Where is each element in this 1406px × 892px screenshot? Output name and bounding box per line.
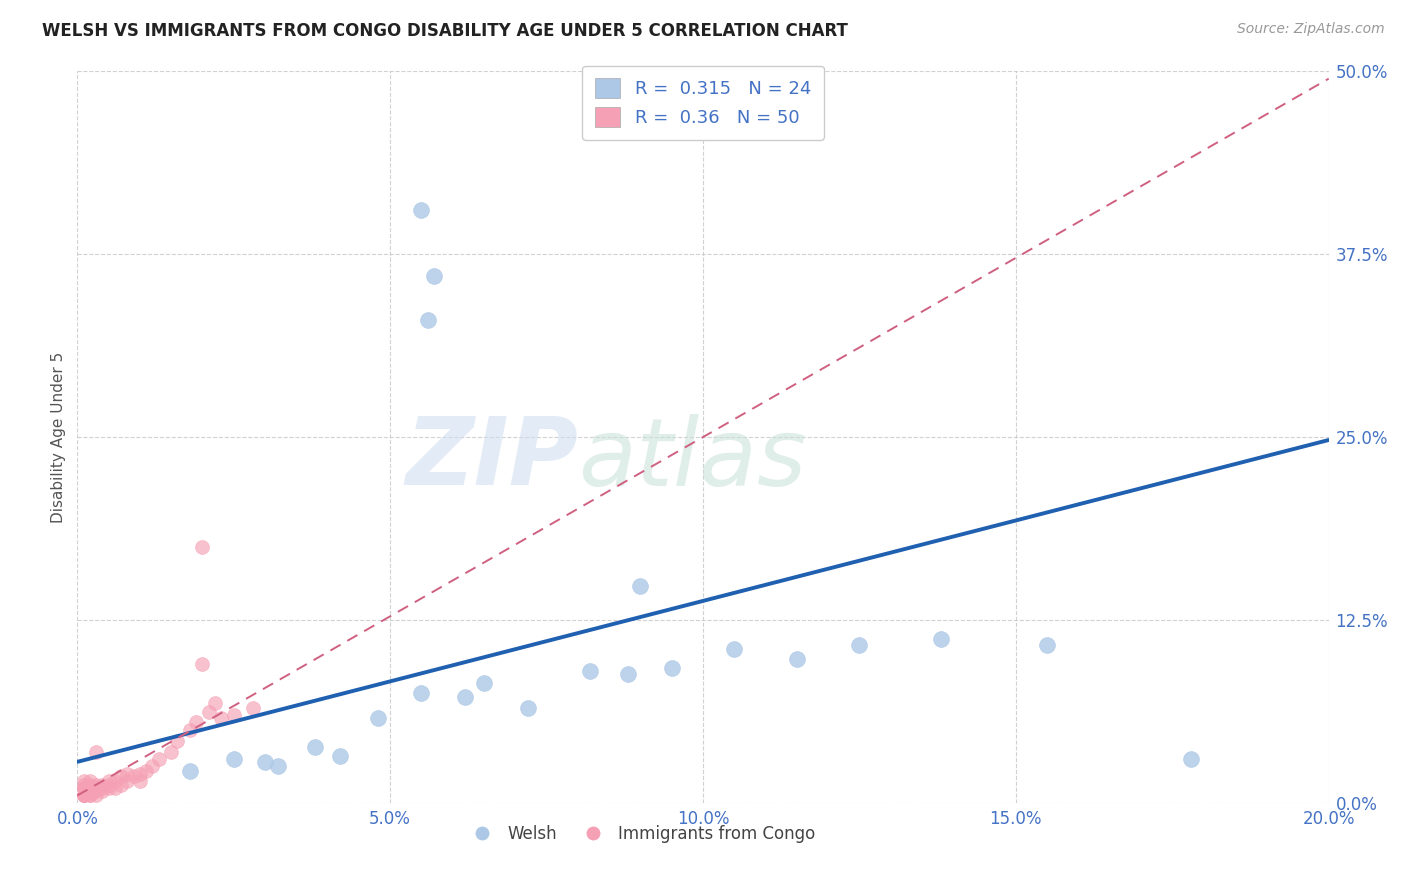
Point — [148, 752, 170, 766]
Point — [472, 676, 495, 690]
Point — [72, 789, 94, 803]
Point — [209, 711, 232, 725]
Point — [579, 664, 602, 678]
Point — [79, 789, 101, 803]
Text: atlas: atlas — [578, 414, 806, 505]
Point — [423, 269, 446, 284]
Point — [367, 711, 389, 725]
Point — [117, 773, 139, 788]
Point — [79, 773, 101, 788]
Point — [122, 769, 145, 783]
Point — [84, 789, 107, 803]
Point — [848, 638, 870, 652]
Point — [110, 778, 132, 792]
Point — [630, 579, 652, 593]
Point — [304, 740, 326, 755]
Point — [135, 764, 157, 778]
Point — [104, 781, 127, 796]
Point — [129, 766, 152, 780]
Point — [72, 781, 94, 796]
Point — [72, 778, 94, 792]
Point — [411, 686, 433, 700]
Point — [197, 705, 219, 719]
Point — [79, 781, 101, 796]
Y-axis label: Disability Age Under 5: Disability Age Under 5 — [51, 351, 66, 523]
Point — [253, 755, 276, 769]
Point — [179, 723, 201, 737]
Point — [516, 700, 538, 714]
Point — [79, 789, 101, 803]
Point — [84, 781, 107, 796]
Point — [723, 642, 745, 657]
Point — [191, 657, 214, 671]
Point — [72, 781, 94, 796]
Point — [84, 778, 107, 792]
Point — [222, 708, 245, 723]
Point — [617, 667, 640, 681]
Legend: Welsh, Immigrants from Congo: Welsh, Immigrants from Congo — [458, 818, 823, 849]
Text: Source: ZipAtlas.com: Source: ZipAtlas.com — [1237, 22, 1385, 37]
Point — [84, 784, 107, 798]
Point — [786, 652, 808, 666]
Point — [72, 773, 94, 788]
Point — [117, 766, 139, 780]
Text: ZIP: ZIP — [405, 413, 578, 505]
Point — [1036, 638, 1059, 652]
Point — [110, 769, 132, 783]
Point — [79, 778, 101, 792]
Point — [266, 759, 288, 773]
Point — [329, 749, 352, 764]
Point — [97, 781, 120, 796]
Point — [416, 313, 439, 327]
Point — [104, 773, 127, 788]
Point — [79, 784, 101, 798]
Point — [222, 752, 245, 766]
Point — [411, 203, 433, 218]
Point — [141, 759, 163, 773]
Point — [929, 632, 952, 646]
Point — [454, 690, 477, 705]
Point — [72, 789, 94, 803]
Point — [97, 773, 120, 788]
Point — [242, 700, 264, 714]
Point — [72, 789, 94, 803]
Point — [129, 773, 152, 788]
Point — [97, 778, 120, 792]
Point — [72, 789, 94, 803]
Point — [1180, 752, 1202, 766]
Point — [191, 540, 214, 554]
Point — [179, 764, 201, 778]
Point — [84, 745, 107, 759]
Point — [72, 781, 94, 796]
Point — [72, 789, 94, 803]
Point — [91, 781, 114, 796]
Point — [186, 715, 208, 730]
Text: WELSH VS IMMIGRANTS FROM CONGO DISABILITY AGE UNDER 5 CORRELATION CHART: WELSH VS IMMIGRANTS FROM CONGO DISABILIT… — [42, 22, 848, 40]
Point — [204, 696, 226, 710]
Point — [160, 745, 183, 759]
Point — [661, 661, 683, 675]
Point — [166, 734, 188, 748]
Point — [91, 778, 114, 792]
Point — [91, 784, 114, 798]
